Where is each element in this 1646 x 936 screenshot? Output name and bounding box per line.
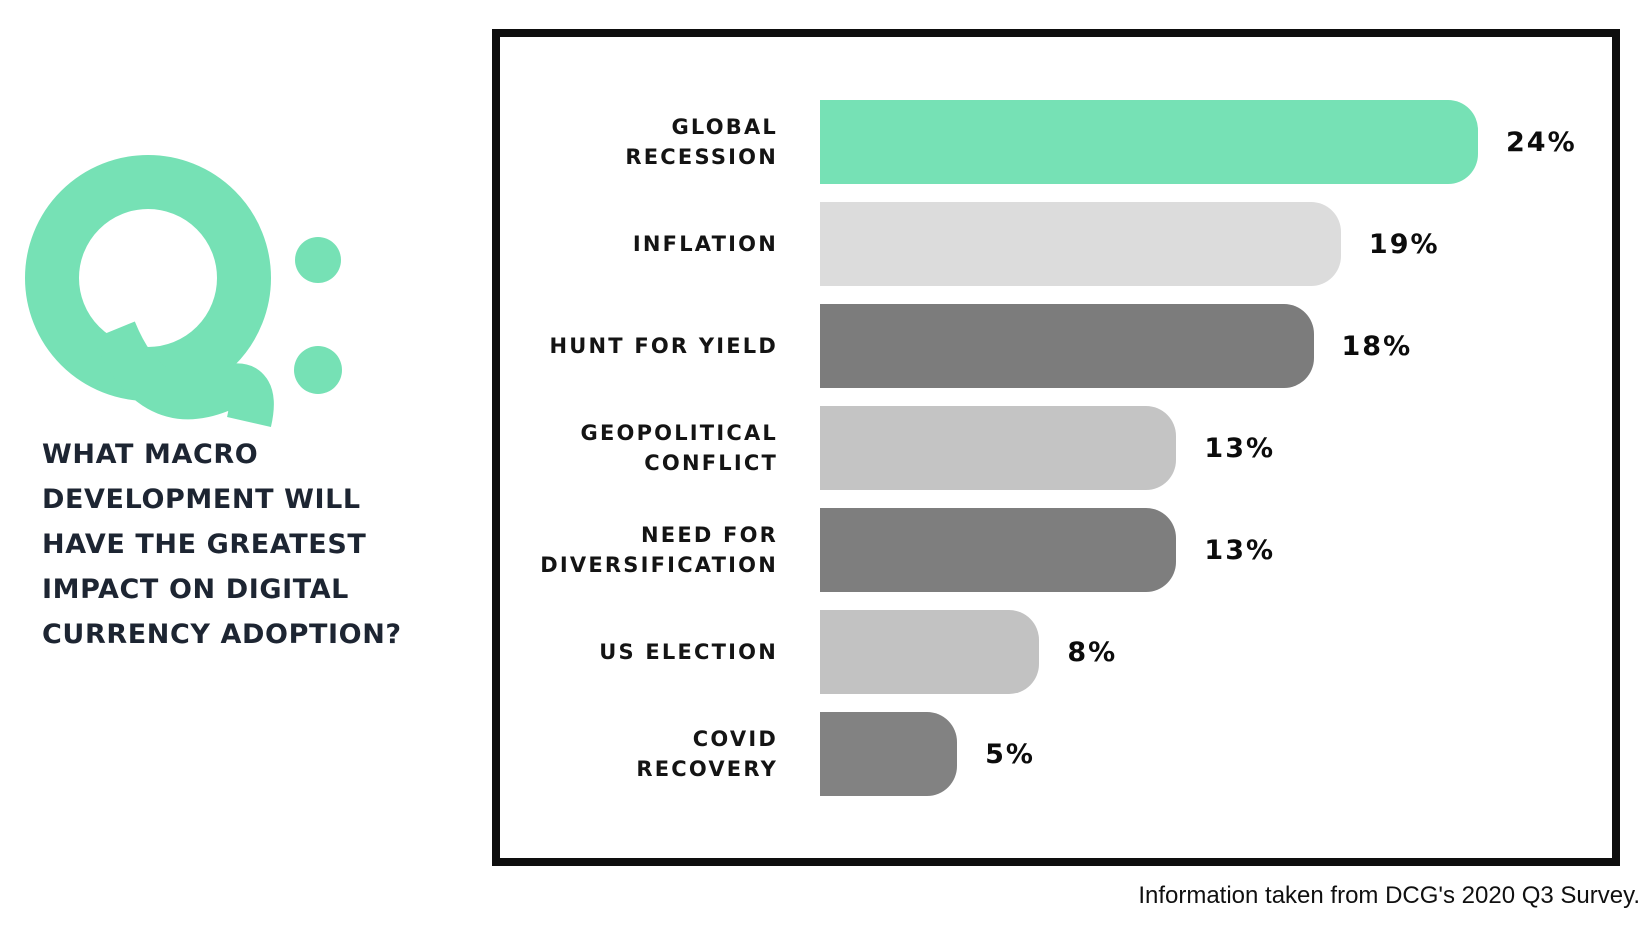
bar-track: 8%: [820, 610, 1612, 694]
bar-track: 5%: [820, 712, 1612, 796]
bar-value-label: 5%: [985, 738, 1035, 770]
bar-value-label: 24%: [1506, 126, 1577, 158]
chart-row: GEOPOLITICAL CONFLICT 13%: [500, 406, 1612, 490]
bar: [820, 712, 958, 796]
bar: [820, 202, 1341, 286]
chart-row: COVID RECOVERY 5%: [500, 712, 1612, 796]
colon-dot-bottom: [294, 346, 342, 394]
bar-category-label: HUNT FOR YIELD: [549, 334, 778, 358]
chart-row: NEED FOR DIVERSIFICATION 13%: [500, 508, 1612, 592]
bar-value-label: 13%: [1204, 432, 1276, 464]
bar-value-label: 19%: [1368, 228, 1440, 260]
question-text: WHAT MACRO DEVELOPMENT WILL HAVE THE GRE…: [42, 439, 402, 650]
bar-value-label: 18%: [1341, 330, 1413, 362]
bars: GLOBAL RECESSION 24% INFLATION 19% HUNT FOR …: [500, 37, 1612, 814]
bar: [820, 406, 1177, 490]
q-tail: [93, 320, 274, 428]
bar-category-label: NEED FOR DIVERSIFICATION: [540, 523, 778, 577]
bar-category-label: GEOPOLITICAL CONFLICT: [580, 421, 778, 475]
bar: [820, 100, 1478, 184]
q-mark-graphic: [25, 155, 342, 428]
chart-row: GLOBAL RECESSION 24%: [500, 100, 1612, 184]
q-ring: [25, 155, 271, 401]
bar: [820, 610, 1040, 694]
bar: [820, 304, 1314, 388]
bar-track: 24%: [820, 100, 1612, 184]
chart-panel: GLOBAL RECESSION 24% INFLATION 19% HUNT FOR …: [492, 29, 1620, 866]
chart-row: INFLATION 19%: [500, 202, 1612, 286]
chart-row: HUNT FOR YIELD 18%: [500, 304, 1612, 388]
bar-category-label: INFLATION: [632, 232, 778, 256]
bar-category-label: US ELECTION: [599, 640, 778, 664]
left-panel: WHAT MACRO DEVELOPMENT WILL HAVE THE GRE…: [0, 0, 470, 936]
bar-value-label: 8%: [1067, 636, 1118, 668]
chart-row: US ELECTION 8%: [500, 610, 1612, 694]
bar-track: 13%: [820, 406, 1612, 490]
bar-value-label: 13%: [1204, 534, 1276, 566]
bar: [820, 508, 1177, 592]
bar-category-label: GLOBAL RECESSION: [625, 115, 778, 169]
bar-track: 18%: [820, 304, 1612, 388]
bar-track: 19%: [820, 202, 1612, 286]
bar-category-label: COVID RECOVERY: [636, 727, 778, 781]
footer-source: Information taken from DCG's 2020 Q3 Sur…: [1138, 882, 1640, 909]
colon-dot-top: [295, 237, 341, 283]
bar-track: 13%: [820, 508, 1612, 592]
